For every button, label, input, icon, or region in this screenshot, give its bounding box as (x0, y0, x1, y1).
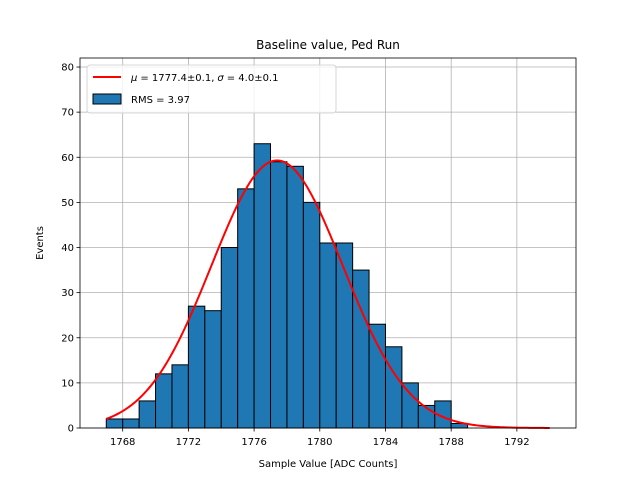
plot-frame (79, 57, 577, 429)
histogram-bar (237, 188, 255, 429)
y-tick-label: 20 (61, 333, 74, 344)
histogram-bar (286, 165, 304, 429)
gaussian-fit-curve (105, 159, 550, 429)
histogram-bar (204, 310, 222, 429)
histogram-bar (138, 400, 157, 429)
x-tick-label: 1792 (504, 437, 529, 448)
histogram-bar (319, 242, 337, 429)
x-tick-label: 1776 (241, 437, 266, 448)
y-axis-label: Events (35, 226, 46, 260)
x-tick-label: 1772 (176, 437, 201, 448)
y-tick-label: 0 (68, 424, 74, 435)
x-axis-label: Sample Value [ADC Counts] (259, 459, 398, 470)
y-tick-label: 80 (61, 63, 74, 74)
histogram-bar (368, 323, 386, 429)
legend-sigma-symbol: σ (217, 73, 224, 84)
histogram-bar (187, 305, 206, 429)
histogram-bar (105, 418, 124, 429)
histogram-bars (105, 143, 469, 429)
fit-layer (105, 159, 550, 429)
y-axis: 0 10 20 30 40 50 60 70 80 (61, 63, 80, 435)
y-tick-label: 60 (61, 153, 74, 164)
legend-box (86, 64, 337, 114)
histogram-bar (253, 143, 272, 429)
chart-title: Baseline value, Ped Run (256, 38, 400, 52)
x-axis: 1768 1772 1776 1780 1784 1788 1792 (110, 428, 530, 448)
legend-fit-label: μ = 1777.4±0.1, σ = 4.0±0.1 (130, 73, 278, 84)
legend-sigma-value: = 4.0±0.1 (227, 73, 279, 84)
histogram-bar (220, 247, 239, 429)
legend-hist-label: RMS = 3.97 (131, 95, 190, 106)
histogram-bar (401, 382, 419, 429)
histogram-bar (155, 373, 173, 429)
histogram-bar (171, 364, 189, 429)
y-tick-label: 30 (61, 288, 74, 299)
x-tick-label: 1780 (307, 437, 332, 448)
x-tick-label: 1784 (373, 437, 398, 448)
legend-mu-value: = 1777.4±0.1, (140, 73, 214, 84)
y-tick-label: 10 (61, 378, 74, 389)
histogram-bar (270, 161, 288, 429)
legend-hist-patch (92, 93, 122, 105)
histogram-bar (302, 201, 321, 429)
x-tick-label: 1768 (110, 437, 135, 448)
histogram-bar (122, 418, 140, 429)
y-tick-label: 50 (61, 198, 74, 209)
legend: μ = 1777.4±0.1, σ = 4.0±0.1 RMS = 3.97 (86, 64, 337, 114)
y-tick-label: 40 (61, 243, 74, 254)
x-tick-label: 1788 (438, 437, 463, 448)
legend-mu-symbol: μ (130, 73, 137, 84)
y-tick-label: 70 (61, 108, 74, 119)
histogram-bar (384, 346, 403, 429)
